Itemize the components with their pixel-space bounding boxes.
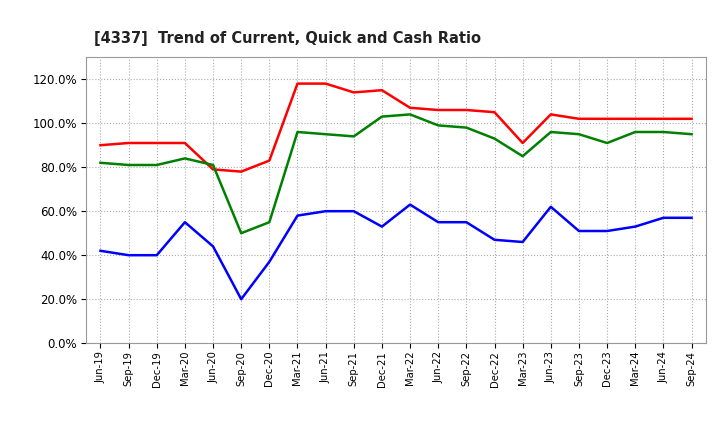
Cash Ratio [209, 244, 217, 249]
Current Ratio [209, 167, 217, 172]
Quick Ratio [490, 136, 499, 141]
Line: Current Ratio: Current Ratio [101, 84, 691, 172]
Quick Ratio [181, 156, 189, 161]
Current Ratio [96, 143, 105, 148]
Current Ratio [575, 116, 583, 121]
Current Ratio [462, 107, 471, 113]
Cash Ratio [265, 259, 274, 264]
Current Ratio [181, 140, 189, 146]
Current Ratio [237, 169, 246, 174]
Current Ratio [518, 140, 527, 146]
Quick Ratio [265, 220, 274, 225]
Current Ratio [631, 116, 639, 121]
Current Ratio [349, 90, 358, 95]
Current Ratio [603, 116, 611, 121]
Cash Ratio [237, 297, 246, 302]
Current Ratio [546, 112, 555, 117]
Quick Ratio [659, 129, 667, 135]
Quick Ratio [321, 132, 330, 137]
Quick Ratio [518, 154, 527, 159]
Quick Ratio [125, 162, 133, 168]
Quick Ratio [546, 129, 555, 135]
Cash Ratio [181, 220, 189, 225]
Cash Ratio [153, 253, 161, 258]
Current Ratio [321, 81, 330, 86]
Cash Ratio [349, 209, 358, 214]
Quick Ratio [603, 140, 611, 146]
Current Ratio [490, 110, 499, 115]
Cash Ratio [518, 239, 527, 245]
Current Ratio [377, 88, 386, 93]
Quick Ratio [293, 129, 302, 135]
Cash Ratio [631, 224, 639, 229]
Cash Ratio [490, 237, 499, 242]
Current Ratio [434, 107, 443, 113]
Quick Ratio [462, 125, 471, 130]
Quick Ratio [687, 132, 696, 137]
Cash Ratio [603, 228, 611, 234]
Quick Ratio [153, 162, 161, 168]
Cash Ratio [125, 253, 133, 258]
Cash Ratio [377, 224, 386, 229]
Quick Ratio [96, 160, 105, 165]
Current Ratio [265, 158, 274, 163]
Quick Ratio [575, 132, 583, 137]
Current Ratio [153, 140, 161, 146]
Cash Ratio [96, 248, 105, 253]
Quick Ratio [631, 129, 639, 135]
Quick Ratio [434, 123, 443, 128]
Cash Ratio [687, 215, 696, 220]
Cash Ratio [546, 204, 555, 209]
Current Ratio [406, 105, 415, 110]
Current Ratio [293, 81, 302, 86]
Cash Ratio [575, 228, 583, 234]
Cash Ratio [659, 215, 667, 220]
Quick Ratio [349, 134, 358, 139]
Text: [4337]  Trend of Current, Quick and Cash Ratio: [4337] Trend of Current, Quick and Cash … [94, 31, 481, 46]
Current Ratio [687, 116, 696, 121]
Cash Ratio [434, 220, 443, 225]
Quick Ratio [377, 114, 386, 119]
Current Ratio [659, 116, 667, 121]
Line: Cash Ratio: Cash Ratio [101, 205, 691, 299]
Quick Ratio [237, 231, 246, 236]
Cash Ratio [462, 220, 471, 225]
Line: Quick Ratio: Quick Ratio [101, 114, 691, 233]
Cash Ratio [321, 209, 330, 214]
Cash Ratio [406, 202, 415, 207]
Cash Ratio [293, 213, 302, 218]
Current Ratio [125, 140, 133, 146]
Quick Ratio [209, 162, 217, 168]
Quick Ratio [406, 112, 415, 117]
